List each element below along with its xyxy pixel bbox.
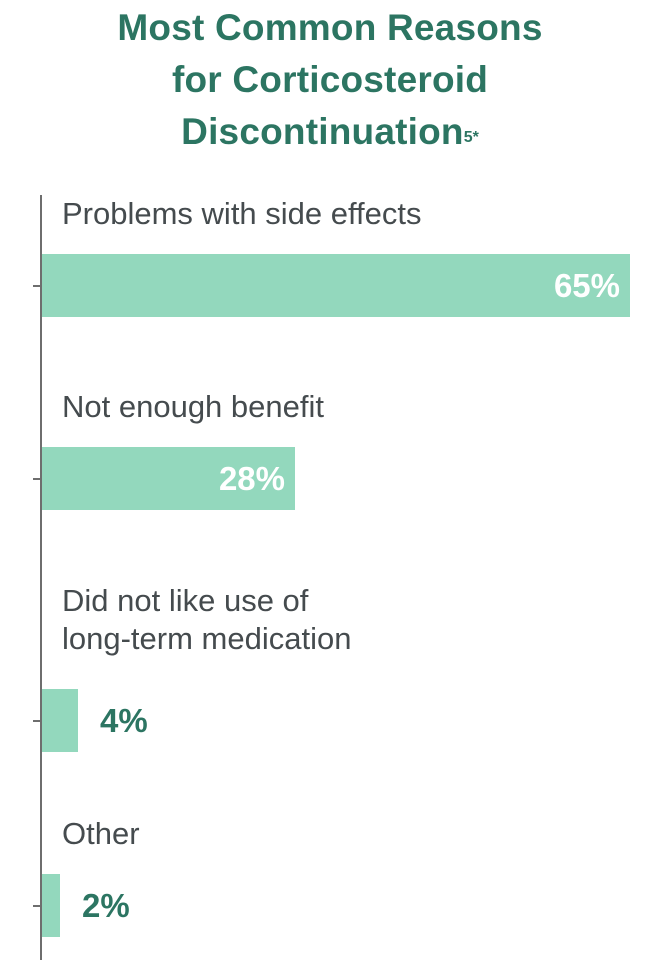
category-label-line: Problems with side effects xyxy=(62,196,422,231)
axis-tick xyxy=(33,284,42,287)
category-label-line: long-term medication xyxy=(62,621,352,656)
category-label-line: Did not like use of xyxy=(62,583,309,618)
category-label: Problems with side effects xyxy=(62,195,422,233)
bar xyxy=(42,689,78,752)
category-label: Not enough benefit xyxy=(62,388,324,426)
bar xyxy=(42,254,630,317)
bar xyxy=(42,874,60,937)
category-label-line: Other xyxy=(62,816,140,851)
value-label: 4% xyxy=(100,701,148,739)
y-axis-line xyxy=(40,195,42,960)
category-label-line: Not enough benefit xyxy=(62,389,324,424)
value-label: 28% xyxy=(218,459,285,497)
value-label: 2% xyxy=(82,886,130,924)
value-label: 65% xyxy=(553,266,620,304)
axis-tick xyxy=(33,719,42,722)
chart-title-line-2: for Corticosteroid xyxy=(171,59,489,100)
chart-title-footnote: 5* xyxy=(463,129,479,146)
axis-tick xyxy=(33,904,42,907)
chart-title-line-1: Most Common Reasons xyxy=(117,7,543,48)
chart-title: Most Common Reasons for Corticosteroid D… xyxy=(0,2,660,158)
chart-title-line-3-text: Discontinuation xyxy=(181,111,464,152)
chart-title-line-3: Discontinuation5* xyxy=(0,106,660,158)
bar xyxy=(42,447,295,510)
category-label: Other xyxy=(62,815,140,853)
category-label: Did not like use of long-term medication xyxy=(62,582,351,658)
axis-tick xyxy=(33,477,42,480)
